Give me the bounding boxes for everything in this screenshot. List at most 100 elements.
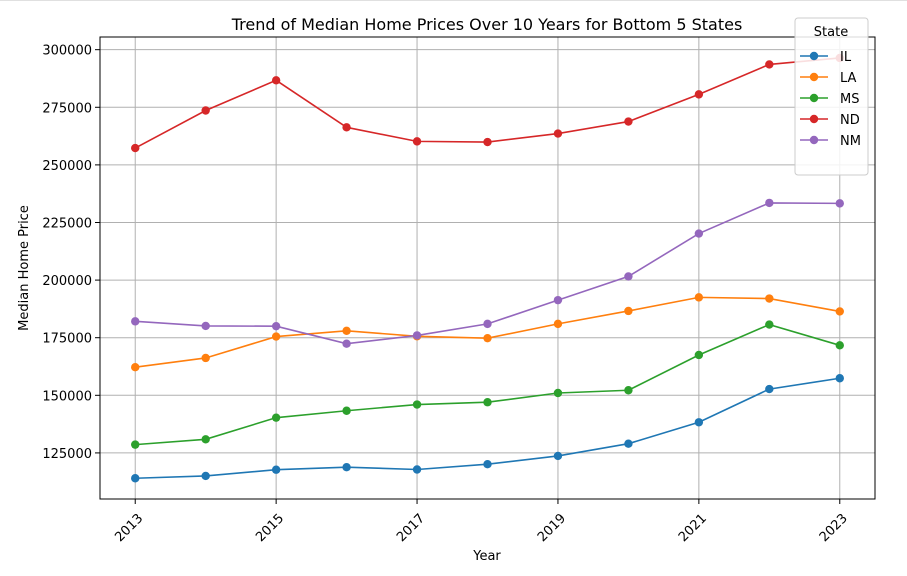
data-point — [835, 307, 844, 316]
data-point — [553, 129, 563, 138]
data-point — [765, 384, 774, 394]
data-point — [271, 321, 281, 331]
legend-marker — [809, 135, 819, 145]
legend-marker — [809, 72, 819, 82]
legend-entry-ms: MS — [800, 92, 859, 107]
data-point — [271, 76, 281, 85]
series-nd — [131, 53, 844, 153]
data-point — [131, 474, 140, 483]
data-point — [483, 137, 492, 147]
series-line — [135, 323, 840, 446]
data-point — [694, 418, 704, 427]
series-line — [135, 296, 840, 368]
data-point — [201, 353, 210, 363]
data-point — [765, 198, 774, 208]
data-point — [201, 321, 210, 331]
data-point — [201, 106, 210, 115]
data-point — [342, 326, 351, 335]
data-point — [624, 306, 633, 316]
data-point — [271, 465, 281, 474]
y-tick-label: 275000 — [42, 101, 92, 116]
series-nm — [131, 198, 844, 348]
data-point — [412, 137, 422, 146]
x-tick-label: 2015 — [253, 511, 287, 545]
data-point — [694, 90, 704, 99]
data-point — [694, 350, 704, 360]
data-point — [765, 320, 774, 329]
legend-marker — [809, 51, 819, 61]
y-tick-label: 125000 — [42, 447, 92, 462]
data-point — [553, 295, 563, 305]
data-point — [624, 272, 633, 281]
data-point — [201, 471, 210, 481]
data-point — [624, 386, 633, 395]
data-point — [694, 229, 704, 238]
data-point — [131, 143, 140, 153]
data-point — [201, 435, 210, 444]
legend-entry-il: IL — [800, 50, 852, 65]
data-point — [342, 123, 351, 132]
y-axis-label: Median Home Price — [17, 205, 32, 331]
data-point — [765, 294, 774, 303]
x-tick-label: 2017 — [394, 511, 428, 545]
data-point — [342, 463, 351, 472]
data-point — [483, 333, 492, 343]
legend-label: NM — [840, 134, 861, 149]
data-point — [412, 465, 422, 474]
data-point — [835, 341, 844, 350]
legend-label: LA — [840, 71, 857, 86]
y-tick-label: 300000 — [42, 44, 92, 59]
data-point — [624, 117, 633, 126]
data-point — [553, 388, 563, 398]
data-point — [553, 319, 563, 329]
data-point — [835, 199, 844, 208]
legend-label: ND — [840, 113, 860, 128]
data-point — [131, 317, 140, 326]
data-point — [694, 293, 704, 302]
x-axis-label: Year — [472, 549, 501, 564]
legend-label: MS — [840, 92, 859, 107]
data-point — [835, 374, 844, 383]
x-axis-ticks: 2013 2015 2017 2019 2021 2023 — [112, 499, 851, 545]
legend-items: IL LA MS ND NM — [800, 50, 861, 149]
data-point — [412, 331, 422, 340]
data-point — [271, 413, 281, 422]
data-point — [483, 460, 492, 469]
legend-label: IL — [840, 50, 852, 65]
y-tick-label: 150000 — [42, 389, 92, 404]
legend-title: State — [814, 25, 848, 40]
chart-title: Trend of Median Home Prices Over 10 Year… — [231, 15, 743, 34]
data-point — [342, 406, 351, 415]
data-point — [624, 439, 633, 448]
data-point — [412, 400, 422, 409]
data-point — [131, 362, 140, 372]
data-point — [483, 398, 492, 407]
series-ms — [131, 320, 844, 449]
x-tick-label: 2023 — [817, 511, 851, 545]
series-group — [131, 53, 844, 483]
y-axis-ticks: 125000 150000 175000 200000 225000 250000 2750… — [42, 44, 100, 462]
x-tick-label: 2021 — [676, 511, 710, 545]
series-la — [131, 293, 844, 372]
y-tick-label: 250000 — [42, 159, 92, 174]
legend-marker — [809, 93, 819, 103]
legend-entry-la: LA — [800, 71, 857, 86]
y-tick-label: 200000 — [42, 274, 92, 289]
data-point — [271, 332, 281, 341]
legend-entry-nd: ND — [800, 113, 860, 128]
x-tick-label: 2019 — [535, 511, 569, 545]
y-tick-label: 225000 — [42, 216, 92, 231]
data-point — [131, 440, 140, 449]
data-point — [765, 60, 774, 69]
y-tick-label: 175000 — [42, 332, 92, 347]
series-il — [131, 374, 844, 483]
data-point — [553, 451, 563, 461]
legend-marker — [809, 114, 819, 124]
data-point — [342, 339, 351, 348]
series-line — [134, 57, 840, 149]
x-tick-label: 2013 — [112, 511, 146, 545]
plot-frame — [99, 36, 876, 500]
legend: State IL LA MS ND NM — [794, 17, 869, 176]
data-point — [483, 319, 492, 329]
